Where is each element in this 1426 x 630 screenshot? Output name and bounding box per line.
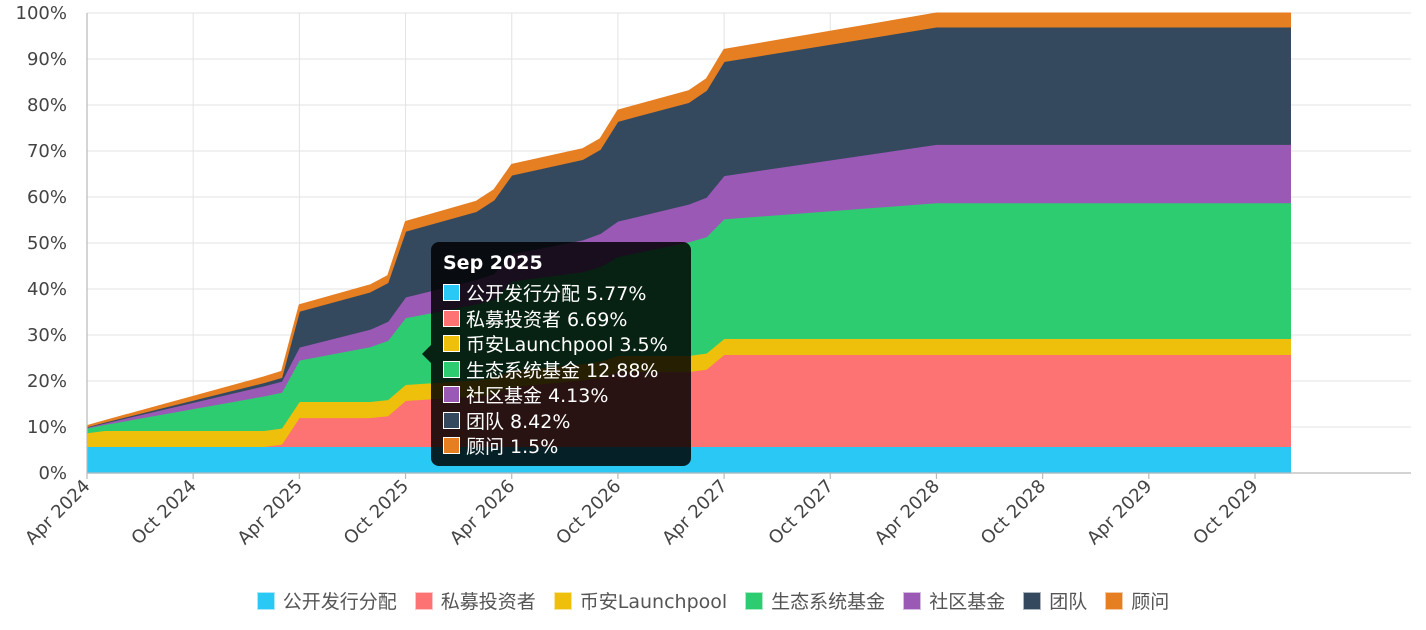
legend-swatch xyxy=(745,591,764,610)
x-tick-label: Apr 2029 xyxy=(1083,476,1156,549)
y-tick-label: 10% xyxy=(27,417,67,438)
legend-item[interactable]: 社区基金 xyxy=(903,587,1005,614)
legend-swatch xyxy=(414,591,433,610)
y-tick-label: 40% xyxy=(27,279,67,300)
axes xyxy=(86,13,1411,479)
x-tick-label: Oct 2028 xyxy=(977,476,1050,549)
x-tick-label: Oct 2027 xyxy=(765,476,838,549)
area-series-7 xyxy=(87,12,1291,428)
legend-swatch xyxy=(256,591,275,610)
y-tick-label: 100% xyxy=(16,3,67,24)
legend: 公开发行分配 私募投资者 币安Launchpool 生态系统基金 社区基金 团队 顾问 xyxy=(0,587,1426,614)
y-tick-label: 90% xyxy=(27,49,67,70)
y-tick-label: 70% xyxy=(27,141,67,162)
y-tick-label: 20% xyxy=(27,371,67,392)
tooltip-row: 公开发行分配 5.77% xyxy=(443,280,679,306)
tooltip-row-text: 生态系统基金 12.88% xyxy=(466,359,659,382)
legend-label: 团队 xyxy=(1049,591,1088,613)
y-tick-label: 30% xyxy=(27,325,67,346)
legend-label: 币安Launchpool xyxy=(579,591,728,613)
legend-item[interactable]: 币安Launchpool xyxy=(553,587,728,614)
x-tick-label: Oct 2029 xyxy=(1189,476,1262,549)
legend-item[interactable]: 私募投资者 xyxy=(414,587,536,614)
legend-swatch xyxy=(1023,591,1042,610)
tooltip-swatch xyxy=(443,284,460,302)
x-axis-ticks: Apr 2024 Oct 2024 Apr 2025 Oct 2025 Apr 2026… xyxy=(21,476,1262,549)
x-tick-label: Apr 2025 xyxy=(234,476,307,549)
tooltip-row-text: 社区基金 4.13% xyxy=(466,385,609,408)
legend-item[interactable]: 公开发行分配 xyxy=(256,587,397,614)
tooltip-row-text: 私募投资者 6.69% xyxy=(466,308,628,331)
tooltip-title: Sep 2025 xyxy=(443,252,543,274)
tooltip-swatch xyxy=(443,411,460,429)
legend-swatch xyxy=(903,591,922,610)
tooltip-swatch xyxy=(443,335,460,353)
y-axis-ticks: 0% 10% 20% 30% 40% 50% 60% 70% 80% 90% 100% xyxy=(16,3,67,484)
legend-label: 公开发行分配 xyxy=(282,591,397,613)
tooltip-row: 团队 8.42% xyxy=(443,408,679,434)
tooltip-swatch xyxy=(443,386,460,404)
legend-swatch xyxy=(553,591,572,610)
x-tick-label: Oct 2026 xyxy=(552,476,625,549)
stacked-area-chart: 0% 10% 20% 30% 40% 50% 60% 70% 80% 90% 100% Apr 20… xyxy=(16,3,1411,549)
y-tick-label: 50% xyxy=(27,233,67,254)
legend-label: 顾问 xyxy=(1131,591,1170,613)
tooltip-row-text: 团队 8.42% xyxy=(466,410,571,433)
tooltip-row-text: 公开发行分配 5.77% xyxy=(466,283,647,306)
legend-swatch xyxy=(1105,591,1124,610)
legend-label: 生态系统基金 xyxy=(771,591,886,613)
y-tick-label: 0% xyxy=(38,463,67,484)
x-tick-label: Oct 2024 xyxy=(127,476,200,549)
legend-item[interactable]: 生态系统基金 xyxy=(745,587,885,614)
x-tick-label: Apr 2028 xyxy=(871,476,944,549)
y-tick-label: 80% xyxy=(27,95,67,116)
tooltip-arrow xyxy=(422,345,431,363)
tooltip-row: 币安Launchpool 3.5% xyxy=(443,331,679,357)
tooltip: Sep 2025 公开发行分配 5.77% 私募投资者 6.69% 币安Launch… xyxy=(422,242,691,466)
x-tick-label: Oct 2025 xyxy=(340,476,413,549)
y-tick-label: 60% xyxy=(27,187,67,208)
x-tick-label: Apr 2027 xyxy=(658,476,731,549)
tooltip-row: 社区基金 4.13% xyxy=(443,382,679,408)
tooltip-swatch xyxy=(443,437,460,455)
tooltip-row: 生态系统基金 12.88% xyxy=(443,357,679,383)
x-tick-label: Apr 2026 xyxy=(446,476,519,549)
tooltip-row-text: 币安Launchpool 3.5% xyxy=(466,334,668,357)
tooltip-rows: 公开发行分配 5.77% 私募投资者 6.69% 币安Launchpool 3.5%… xyxy=(443,280,679,459)
legend-item[interactable]: 团队 xyxy=(1023,587,1087,614)
tooltip-row: 私募投资者 6.69% xyxy=(443,306,679,332)
legend-item[interactable]: 顾问 xyxy=(1105,587,1169,614)
x-tick-label: Apr 2024 xyxy=(21,476,94,549)
legend-label: 私募投资者 xyxy=(440,591,536,613)
tooltip-row-text: 顾问 1.5% xyxy=(466,436,559,459)
tooltip-swatch xyxy=(443,309,460,327)
tooltip-swatch xyxy=(443,360,460,378)
legend-label: 社区基金 xyxy=(929,591,1006,613)
tooltip-row: 顾问 1.5% xyxy=(443,433,679,459)
